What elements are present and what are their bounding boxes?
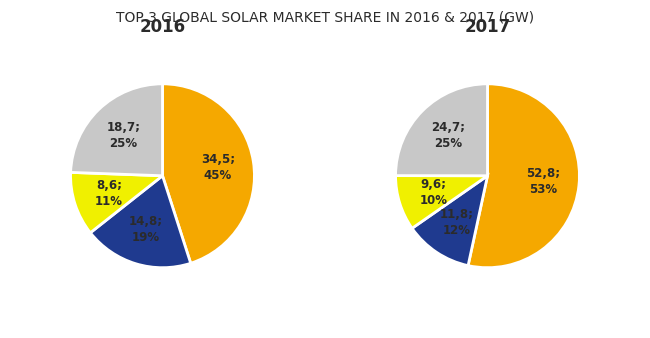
Title: 2016: 2016 — [140, 18, 185, 36]
Text: 34,5;
45%: 34,5; 45% — [201, 152, 235, 182]
Wedge shape — [162, 84, 254, 263]
Text: 18,7;
25%: 18,7; 25% — [107, 121, 140, 150]
Text: 11,8;
12%: 11,8; 12% — [439, 208, 473, 237]
Wedge shape — [468, 84, 579, 268]
Text: TOP 3 GLOBAL SOLAR MARKET SHARE IN 2016 & 2017 (GW): TOP 3 GLOBAL SOLAR MARKET SHARE IN 2016 … — [116, 10, 534, 24]
Text: 52,8;
53%: 52,8; 53% — [526, 167, 560, 196]
Wedge shape — [71, 84, 162, 176]
Wedge shape — [71, 172, 162, 233]
Text: 8,6;
11%: 8,6; 11% — [95, 179, 123, 208]
Text: 14,8;
19%: 14,8; 19% — [129, 215, 163, 244]
Wedge shape — [412, 176, 488, 266]
Wedge shape — [90, 176, 190, 268]
Text: 24,7;
25%: 24,7; 25% — [431, 121, 465, 150]
Title: 2017: 2017 — [464, 18, 511, 36]
Text: 9,6;
10%: 9,6; 10% — [420, 178, 448, 207]
Wedge shape — [396, 176, 488, 228]
Wedge shape — [396, 84, 488, 176]
